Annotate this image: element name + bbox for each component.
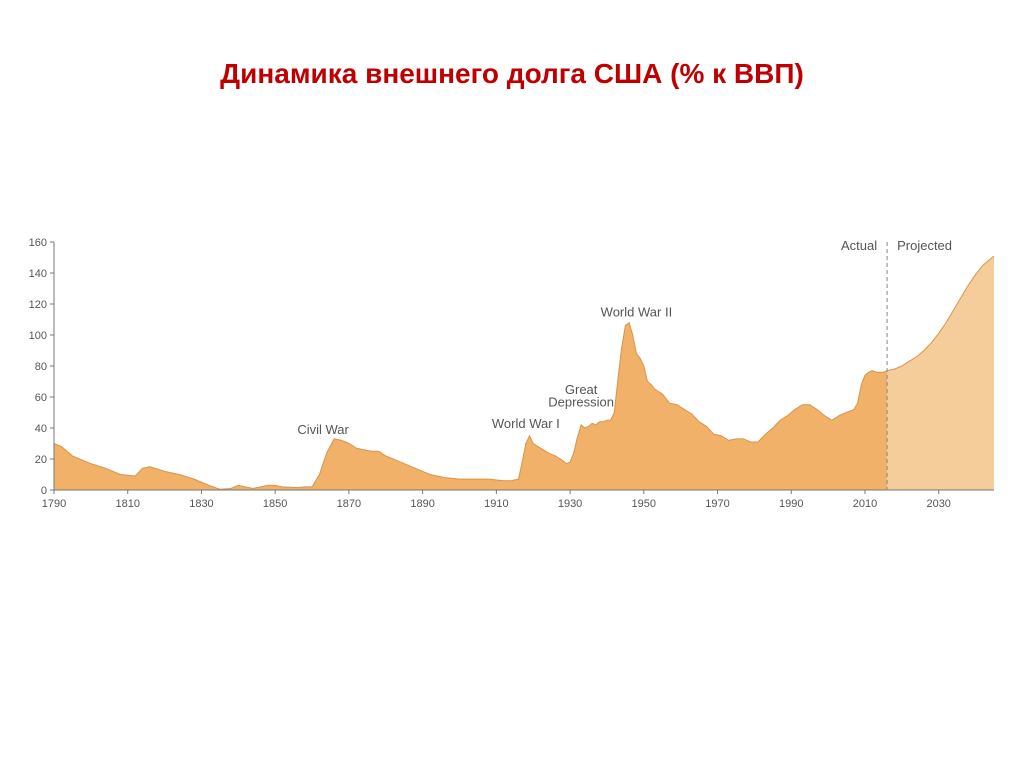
y-tick-label: 0 — [41, 485, 47, 497]
page-title: Динамика внешнего долга США (% к ВВП) — [0, 58, 1024, 90]
chart-annotation: Civil War — [297, 422, 349, 437]
y-tick-label: 80 — [35, 361, 47, 373]
chart-annotation: Depression — [548, 394, 614, 409]
y-tick-label: 40 — [35, 423, 47, 435]
y-tick-label: 140 — [29, 268, 47, 280]
x-tick-label: 1950 — [632, 498, 656, 510]
actual-area — [54, 323, 887, 490]
x-tick-label: 1930 — [558, 498, 582, 510]
x-tick-label: 1990 — [779, 498, 803, 510]
x-tick-label: 1790 — [42, 498, 66, 510]
legend-projected: Projected — [897, 238, 952, 253]
projected-area — [887, 256, 994, 490]
x-tick-label: 2030 — [926, 498, 950, 510]
x-tick-label: 1890 — [410, 498, 434, 510]
chart-annotation: World War I — [492, 416, 560, 431]
x-tick-label: 1970 — [705, 498, 729, 510]
debt-chart: 0 20 40 60 80 100 120 140 160 1790 1810 1830 1850 187… — [20, 234, 1004, 534]
x-tick-label: 1910 — [484, 498, 508, 510]
chart-svg: 0 20 40 60 80 100 120 140 160 1790 1810 1830 1850 187… — [20, 234, 1004, 534]
y-tick-label: 60 — [35, 392, 47, 404]
x-tick-label: 1830 — [189, 498, 213, 510]
x-tick-label: 1870 — [337, 498, 361, 510]
y-tick-label: 20 — [35, 454, 47, 466]
legend-actual: Actual — [841, 238, 877, 253]
y-tick-label: 120 — [29, 299, 47, 311]
y-tick-label: 160 — [29, 237, 47, 249]
y-tick-label: 100 — [29, 330, 47, 342]
x-tick-label: 1810 — [115, 498, 139, 510]
x-tick-label: 1850 — [263, 498, 287, 510]
chart-annotation: World War II — [601, 304, 673, 319]
x-tick-label: 2010 — [853, 498, 877, 510]
